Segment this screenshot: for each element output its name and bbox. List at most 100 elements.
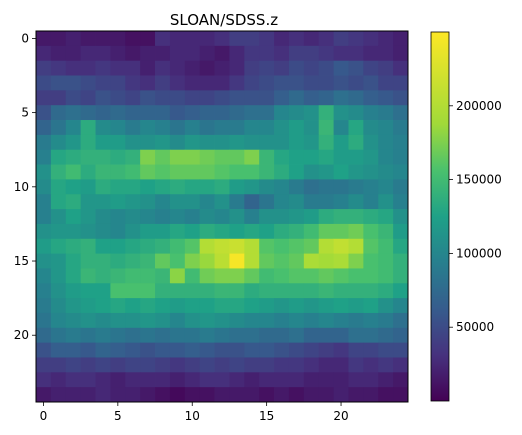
heatmap-cell <box>95 209 111 225</box>
heatmap-cell <box>259 179 275 195</box>
heatmap-cell <box>80 75 96 91</box>
heatmap-cell <box>214 387 230 403</box>
heatmap-cell <box>348 327 364 344</box>
heatmap-cell <box>348 238 364 254</box>
heatmap-cell <box>214 194 230 210</box>
heatmap-cell <box>348 387 364 403</box>
heatmap-cell <box>155 298 171 314</box>
heatmap-cell <box>36 268 52 284</box>
heatmap-cell <box>318 164 334 180</box>
heatmap-cell <box>288 120 305 136</box>
heatmap-cell <box>36 45 52 62</box>
heatmap-cell <box>348 312 364 329</box>
heatmap-cell <box>95 357 111 373</box>
heatmap-cell <box>259 105 275 121</box>
heatmap-cell <box>110 387 126 403</box>
heatmap-cell <box>80 194 96 210</box>
heatmap-cell <box>36 60 52 76</box>
heatmap-cell <box>244 179 260 195</box>
heatmap-cell <box>184 75 201 91</box>
heatmap-cell <box>65 90 82 106</box>
heatmap-cell <box>393 327 409 344</box>
heatmap-cell <box>50 31 67 47</box>
x-tick-label: 20 <box>333 409 348 423</box>
heatmap-cell <box>363 90 379 106</box>
heatmap-cell <box>259 31 275 47</box>
heatmap-cell <box>110 223 126 240</box>
heatmap-cell <box>95 90 111 106</box>
heatmap-cell <box>65 357 82 373</box>
heatmap-cell <box>50 253 67 269</box>
heatmap-cell <box>80 312 96 329</box>
heatmap-cell <box>214 31 230 47</box>
heatmap-cell <box>288 60 305 76</box>
heatmap-cell <box>140 283 156 299</box>
heatmap-cell <box>214 268 230 284</box>
heatmap-cell <box>274 90 290 106</box>
heatmap-cell <box>259 387 275 403</box>
heatmap-cell <box>348 179 364 195</box>
heatmap-cell <box>229 45 245 62</box>
heatmap-cell <box>125 105 141 121</box>
colorbar-tick-label: 50000 <box>456 320 494 334</box>
heatmap-cell <box>169 268 186 284</box>
heatmap-cell <box>95 194 111 210</box>
heatmap-cell <box>378 60 394 76</box>
heatmap-cell <box>169 223 186 240</box>
heatmap-cell <box>80 342 96 358</box>
heatmap-cell <box>274 194 290 210</box>
heatmap-cell <box>214 134 230 151</box>
heatmap-cell <box>259 164 275 180</box>
heatmap-cell <box>288 387 305 403</box>
heatmap-cell <box>65 164 82 180</box>
heatmap-cell <box>155 357 171 373</box>
heatmap-cell <box>393 253 409 269</box>
heatmap-cell <box>214 60 230 76</box>
heatmap-cell <box>36 342 52 358</box>
heatmap-cell <box>363 134 379 151</box>
heatmap-cell <box>288 105 305 121</box>
heatmap-cell <box>348 75 364 91</box>
heatmap-cell <box>244 105 260 121</box>
heatmap-cell <box>65 134 82 151</box>
heatmap-cell <box>363 149 379 165</box>
heatmap-cell <box>125 45 141 62</box>
heatmap-cell <box>155 268 171 284</box>
heatmap-cell <box>65 283 82 299</box>
heatmap-cell <box>393 357 409 373</box>
heatmap-cell <box>244 253 260 269</box>
heatmap-cell <box>244 223 260 240</box>
heatmap-cell <box>184 179 201 195</box>
heatmap-cell <box>50 327 67 344</box>
heatmap-cell <box>199 238 215 254</box>
heatmap-cell <box>80 253 96 269</box>
heatmap-cell <box>125 223 141 240</box>
heatmap-cell <box>65 312 82 329</box>
heatmap-cell <box>125 31 141 47</box>
heatmap-cell <box>36 209 52 225</box>
heatmap-cell <box>36 120 52 136</box>
heatmap-cell <box>169 342 186 358</box>
heatmap-cell <box>259 372 275 388</box>
heatmap-cell <box>274 298 290 314</box>
heatmap-cell <box>244 268 260 284</box>
heatmap-cell <box>140 357 156 373</box>
heatmap-cell <box>393 209 409 225</box>
heatmap-cell <box>288 194 305 210</box>
heatmap-cell <box>50 179 67 195</box>
heatmap-cell <box>80 105 96 121</box>
heatmap-cell <box>229 120 245 136</box>
heatmap-cell <box>259 327 275 344</box>
heatmap-cell <box>199 327 215 344</box>
heatmap-cell <box>199 283 215 299</box>
heatmap-cell <box>50 194 67 210</box>
heatmap-cell <box>169 387 186 403</box>
heatmap-cell <box>318 372 334 388</box>
heatmap-cell <box>110 179 126 195</box>
heatmap-cell <box>259 283 275 299</box>
heatmap-cell <box>378 75 394 91</box>
heatmap-cell <box>274 357 290 373</box>
heatmap-cell <box>199 31 215 47</box>
heatmap-cell <box>303 105 320 121</box>
heatmap-cell <box>333 283 349 299</box>
